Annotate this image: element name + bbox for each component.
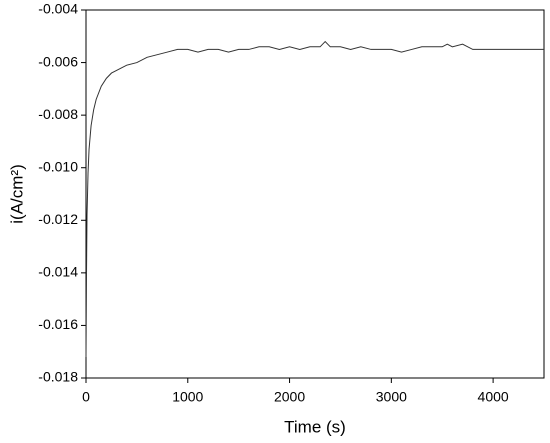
x-tick-label: 2000 [274, 389, 305, 405]
data-line [85, 40, 544, 357]
y-tick-label: -0.004 [38, 1, 78, 17]
y-tick-label: -0.010 [38, 158, 78, 174]
plot-frame [85, 9, 545, 379]
y-tick-label: -0.006 [38, 53, 78, 69]
y-tick-label: -0.008 [38, 106, 78, 122]
x-tick-label: 3000 [376, 389, 407, 405]
y-tick-label: -0.012 [38, 211, 78, 227]
x-tick-label: 0 [82, 389, 90, 405]
y-tick-label: -0.018 [38, 369, 78, 385]
y-axis-title: i(A/cm²) [7, 164, 26, 223]
y-tick-label: -0.016 [38, 316, 78, 332]
x-tick-label: 1000 [172, 389, 203, 405]
y-tick-label: -0.014 [38, 264, 78, 280]
x-axis-title: Time (s) [284, 417, 346, 436]
x-tick-label: 4000 [478, 389, 509, 405]
